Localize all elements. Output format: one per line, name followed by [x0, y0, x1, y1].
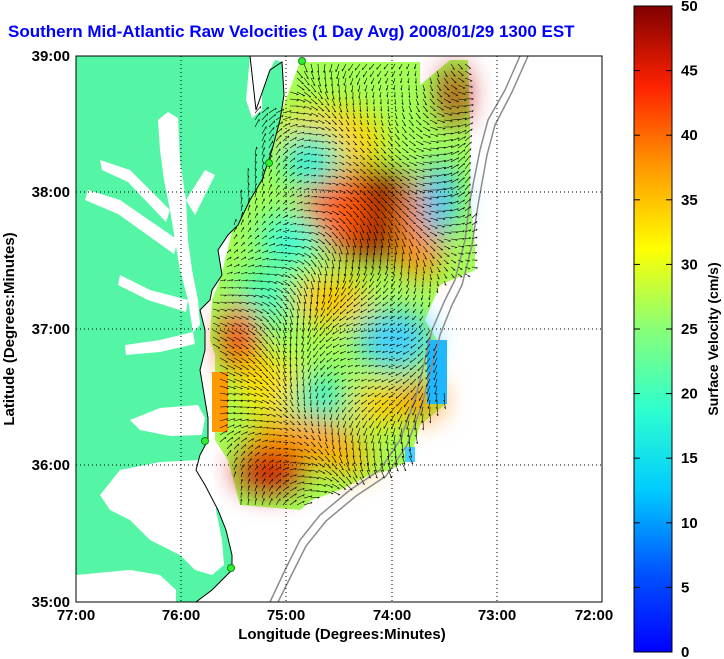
site-marker: [298, 57, 306, 65]
velocity-arrow-set: [212, 63, 478, 506]
y-tick-label: 37:00: [32, 321, 70, 338]
colorbar-tick-label: 25: [681, 321, 698, 338]
colorbar-gradient: [633, 5, 673, 653]
colorbar-tick-label: 10: [681, 515, 698, 532]
x-tick-label: 74:00: [373, 607, 411, 624]
bathymetry-contours: [269, 56, 529, 602]
colorbar-tick-label: 5: [681, 579, 689, 596]
site-marker: [265, 159, 273, 167]
x-tick-label: 75:00: [267, 607, 305, 624]
x-axis-label: Longitude (Degrees:Minutes): [238, 626, 446, 643]
plot-frame: [75, 55, 603, 603]
x-tick-label: 76:00: [162, 607, 200, 624]
colorbar-tick-label: 50: [681, 0, 698, 15]
colorbar-tick-label: 20: [681, 386, 698, 403]
colorbar: 50 45 40 35 30 25 20 15 10 5 0 Surface V…: [633, 0, 721, 659]
colorbar-tick-label: 0: [681, 644, 689, 659]
site-marker: [201, 437, 209, 445]
x-axis: 77:00 76:00 75:00 74:00 73:00 72:00 Long…: [57, 607, 613, 643]
x-tick-label: 73:00: [478, 607, 516, 624]
y-tick-label: 36:00: [32, 457, 70, 474]
colorbar-tick-label: 35: [681, 192, 698, 209]
colorbar-label: Surface Velocity (cm/s): [705, 262, 721, 415]
velocity-vectors: [212, 63, 478, 506]
colorbar-tick-label: 40: [681, 127, 698, 144]
plot-title: Southern Mid-Atlantic Raw Velocities (1 …: [8, 22, 575, 41]
x-tick-label: 77:00: [57, 607, 95, 624]
colorbar-tick-label: 15: [681, 450, 698, 467]
grid-lines: [76, 56, 602, 602]
y-tick-label: 39:00: [32, 48, 70, 65]
radar-site-markers: [201, 57, 306, 572]
x-tick-label: 72:00: [575, 607, 613, 624]
site-marker: [227, 564, 235, 572]
y-tick-label: 35:00: [32, 594, 70, 611]
colorbar-tick-label: 45: [681, 63, 698, 80]
y-axis-label: Latitude (Degrees:Minutes): [1, 232, 18, 425]
colorbar-tick-label: 30: [681, 256, 698, 273]
y-tick-label: 38:00: [32, 184, 70, 201]
y-axis: 39:00 38:00 37:00 36:00 35:00 Latitude (…: [1, 48, 70, 611]
